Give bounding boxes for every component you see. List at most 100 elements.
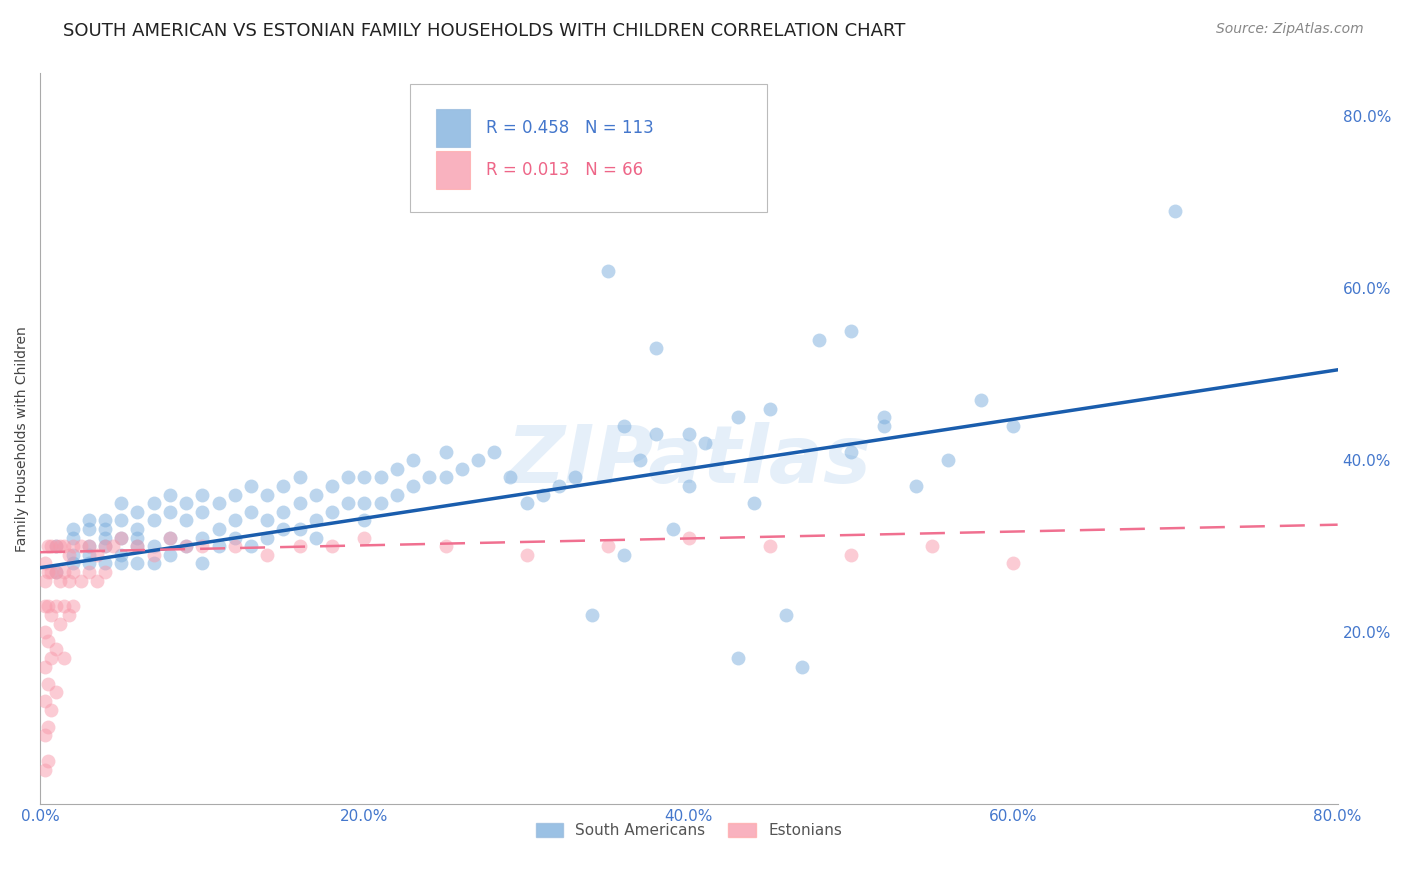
- Point: [305, 487, 328, 501]
- Point: [693, 436, 716, 450]
- Point: [77, 539, 100, 553]
- Point: [207, 496, 229, 510]
- Point: [159, 487, 181, 501]
- Point: [224, 531, 246, 545]
- Point: [727, 410, 749, 425]
- Point: [41, 607, 63, 622]
- Point: [110, 513, 132, 527]
- Point: [191, 487, 214, 501]
- Point: [807, 333, 830, 347]
- Point: [53, 539, 76, 553]
- Point: [48, 574, 70, 588]
- Point: [58, 607, 80, 622]
- Point: [48, 616, 70, 631]
- Point: [450, 462, 472, 476]
- Point: [727, 651, 749, 665]
- Point: [613, 548, 636, 562]
- Point: [224, 539, 246, 553]
- Point: [239, 539, 262, 553]
- Point: [94, 539, 117, 553]
- Point: [174, 539, 197, 553]
- Point: [564, 470, 586, 484]
- Point: [62, 557, 84, 571]
- Point: [94, 557, 117, 571]
- Point: [142, 548, 165, 562]
- Point: [58, 548, 80, 562]
- Point: [256, 548, 278, 562]
- Point: [62, 565, 84, 579]
- Point: [305, 531, 328, 545]
- Point: [34, 557, 56, 571]
- Point: [661, 522, 683, 536]
- Point: [37, 677, 59, 691]
- Point: [385, 462, 408, 476]
- Legend: South Americans, Estonians: South Americans, Estonians: [530, 817, 848, 844]
- Point: [613, 418, 636, 433]
- Point: [337, 470, 360, 484]
- Point: [839, 324, 862, 338]
- Point: [174, 539, 197, 553]
- Point: [207, 522, 229, 536]
- Point: [224, 487, 246, 501]
- Point: [69, 539, 91, 553]
- Point: [34, 729, 56, 743]
- Point: [62, 539, 84, 553]
- Point: [45, 642, 67, 657]
- Point: [45, 539, 67, 553]
- Point: [53, 565, 76, 579]
- Point: [45, 599, 67, 614]
- Point: [62, 531, 84, 545]
- Point: [159, 531, 181, 545]
- Point: [872, 410, 894, 425]
- Point: [127, 531, 149, 545]
- Point: [938, 453, 960, 467]
- Point: [628, 453, 651, 467]
- Point: [41, 539, 63, 553]
- Point: [101, 539, 124, 553]
- Text: R = 0.013   N = 66: R = 0.013 N = 66: [486, 161, 644, 179]
- Point: [402, 453, 425, 467]
- Text: R = 0.458   N = 113: R = 0.458 N = 113: [486, 119, 654, 136]
- Point: [256, 513, 278, 527]
- Point: [872, 418, 894, 433]
- Point: [305, 513, 328, 527]
- Point: [127, 539, 149, 553]
- Point: [94, 539, 117, 553]
- Point: [159, 531, 181, 545]
- Point: [110, 557, 132, 571]
- Point: [110, 531, 132, 545]
- Point: [127, 557, 149, 571]
- Point: [34, 625, 56, 640]
- Point: [531, 487, 554, 501]
- Text: Source: ZipAtlas.com: Source: ZipAtlas.com: [1216, 22, 1364, 37]
- Point: [191, 531, 214, 545]
- Point: [353, 470, 375, 484]
- Point: [34, 659, 56, 673]
- Point: [224, 513, 246, 527]
- Point: [645, 341, 668, 355]
- Point: [273, 479, 295, 493]
- Point: [239, 505, 262, 519]
- Point: [34, 694, 56, 708]
- Point: [191, 557, 214, 571]
- Point: [288, 522, 311, 536]
- Point: [321, 479, 343, 493]
- Point: [37, 754, 59, 768]
- Point: [62, 548, 84, 562]
- Point: [77, 513, 100, 527]
- Point: [548, 479, 571, 493]
- Point: [62, 522, 84, 536]
- Point: [94, 565, 117, 579]
- Point: [34, 599, 56, 614]
- Point: [191, 539, 214, 553]
- Point: [288, 470, 311, 484]
- Point: [191, 505, 214, 519]
- Point: [484, 444, 506, 458]
- Point: [159, 505, 181, 519]
- Point: [37, 599, 59, 614]
- Point: [418, 470, 440, 484]
- Point: [581, 607, 603, 622]
- Point: [239, 479, 262, 493]
- Point: [37, 565, 59, 579]
- Point: [37, 539, 59, 553]
